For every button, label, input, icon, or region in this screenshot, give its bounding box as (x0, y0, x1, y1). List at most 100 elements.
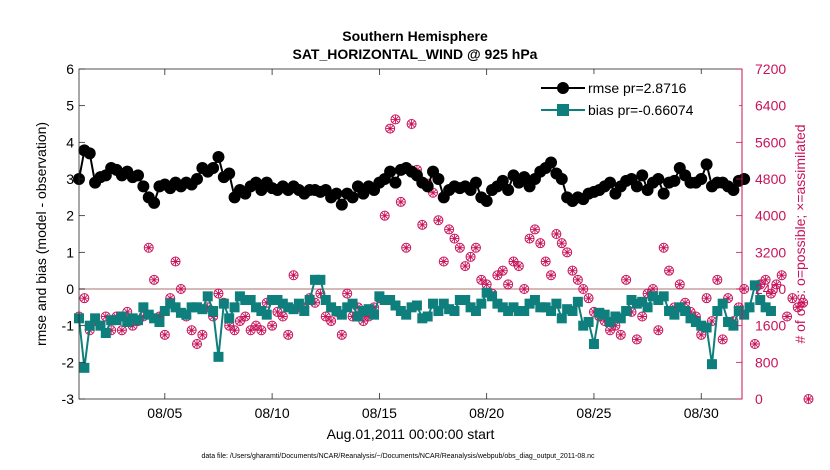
obs-point (653, 325, 664, 336)
bias-point (433, 306, 444, 316)
bias-point (159, 306, 170, 316)
obs-point (674, 279, 685, 290)
y-right-tick-label: 2400 (755, 281, 786, 297)
bias-point (320, 295, 331, 305)
obs-point (519, 284, 530, 294)
bias-point (674, 302, 685, 313)
bias-point (642, 302, 653, 313)
rmse-point (212, 151, 225, 163)
y-axis-label-right: # of obs: o=possible; ×=assimilated (792, 124, 808, 343)
obs-point (508, 256, 519, 267)
bias-point (143, 309, 154, 320)
bias-point (685, 313, 696, 324)
obs-point (556, 238, 567, 249)
rmse-point (148, 196, 161, 209)
bias-point (626, 295, 637, 305)
footnote: data file: /Users/gharamti/Documents/NCA… (201, 453, 595, 460)
bias-point (546, 306, 557, 316)
obs-point (192, 339, 203, 349)
obs-point (578, 284, 589, 294)
rmse-point (480, 195, 493, 207)
obs-point (406, 119, 417, 129)
bias-point (170, 302, 181, 313)
bias-point (315, 274, 326, 285)
y-right-tick-label: 800 (755, 354, 779, 370)
obs-point (529, 224, 540, 235)
bias-point (379, 295, 390, 305)
obs-point (562, 247, 573, 258)
bias-point (551, 298, 562, 309)
y-right-tick-label: 4800 (755, 171, 786, 187)
obs-point (433, 215, 444, 226)
y-tick-label: 6 (66, 61, 74, 77)
obs-point (288, 270, 299, 281)
obs-point (476, 274, 487, 285)
obs-point (401, 242, 412, 253)
y-right-tick-label: 1600 (755, 318, 786, 334)
bias-point (717, 298, 728, 309)
bias-point (755, 295, 766, 305)
bias-point (192, 302, 203, 313)
obs-point (664, 265, 675, 276)
obs-point (803, 394, 814, 404)
obs-point (143, 242, 154, 253)
bias-point (690, 317, 701, 327)
x-tick-label: 08/30 (684, 405, 719, 421)
bias-point (90, 313, 101, 324)
obs-point (535, 238, 546, 249)
obs-point (229, 325, 240, 336)
rmse-point (384, 165, 397, 178)
bias-point (492, 298, 503, 309)
y-tick-label: -2 (62, 354, 75, 370)
y-tick-label: 0 (66, 281, 74, 297)
bias-point (428, 298, 439, 309)
obs-point (621, 274, 632, 285)
bias-point (444, 304, 455, 315)
bias-point (106, 315, 117, 326)
obs-point (551, 229, 562, 239)
obs-point (503, 279, 514, 290)
rmse-point (700, 158, 713, 171)
obs-point (283, 329, 294, 340)
bias-point (513, 306, 524, 316)
obs-point (390, 114, 401, 125)
bias-point (245, 295, 256, 305)
obs-point (637, 311, 648, 322)
obs-point (234, 316, 245, 327)
obs-point (454, 242, 465, 253)
obs-point (572, 274, 583, 285)
bias-point (605, 317, 616, 327)
bias-point (127, 313, 138, 324)
y-tick-label: 5 (66, 98, 74, 114)
obs-point (723, 293, 734, 304)
bias-point (567, 306, 578, 316)
bias-point (647, 291, 658, 302)
bias-point (229, 302, 240, 313)
legend-rmse-marker (557, 82, 569, 94)
bias-point (594, 307, 605, 318)
rmse-point (335, 198, 348, 211)
y-axis-label: rmse and bias (model - observation) (33, 122, 49, 346)
obs-point (567, 265, 578, 276)
obs-point (546, 270, 557, 281)
bias-point (293, 298, 304, 309)
bias-point (411, 300, 422, 311)
bias-point (181, 309, 192, 320)
bias-point (100, 328, 111, 338)
bias-point (369, 309, 380, 320)
bias-point (701, 322, 712, 333)
rmse-point (604, 176, 617, 189)
bias-point (79, 362, 90, 373)
bias-point (111, 315, 122, 326)
obs-point (272, 306, 283, 317)
bias-point (251, 302, 262, 313)
obs-point (417, 219, 428, 230)
bias-point (578, 320, 589, 331)
x-tick-label: 08/15 (362, 405, 397, 421)
obs-point (116, 325, 127, 336)
chart-title: Southern Hemisphere (342, 28, 488, 44)
bias-point (374, 291, 385, 302)
obs-point (771, 279, 782, 290)
obs-point (765, 288, 776, 299)
rmse-point (469, 176, 482, 189)
